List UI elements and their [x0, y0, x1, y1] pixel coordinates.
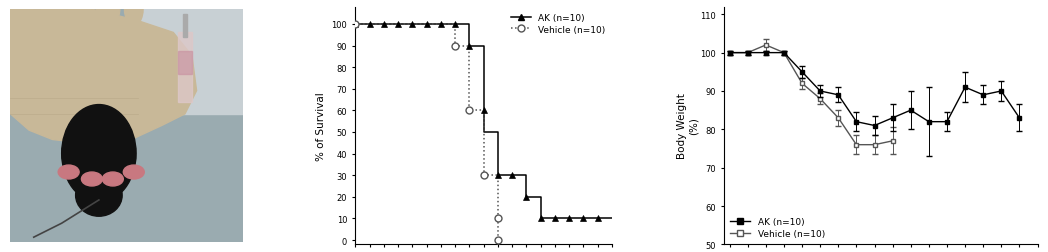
Legend: AK (n=10), Vehicle (n=10): AK (n=10), Vehicle (n=10)	[509, 12, 608, 36]
Polygon shape	[10, 10, 197, 145]
Bar	[178, 33, 192, 103]
Ellipse shape	[41, 0, 64, 26]
Ellipse shape	[10, 0, 34, 26]
Y-axis label: % of Survival: % of Survival	[315, 92, 326, 160]
Ellipse shape	[75, 175, 123, 216]
Bar	[138, 10, 243, 114]
Bar	[178, 52, 192, 75]
Y-axis label: Body Weight
(%): Body Weight (%)	[677, 93, 699, 159]
Ellipse shape	[62, 105, 136, 202]
Ellipse shape	[82, 172, 103, 186]
Ellipse shape	[125, 0, 144, 26]
Ellipse shape	[103, 172, 124, 186]
Ellipse shape	[124, 165, 145, 179]
Legend: AK (n=10), Vehicle (n=10): AK (n=10), Vehicle (n=10)	[728, 216, 827, 240]
Bar	[182, 15, 188, 38]
Ellipse shape	[96, 0, 119, 26]
Ellipse shape	[59, 165, 79, 179]
Ellipse shape	[68, 0, 92, 26]
